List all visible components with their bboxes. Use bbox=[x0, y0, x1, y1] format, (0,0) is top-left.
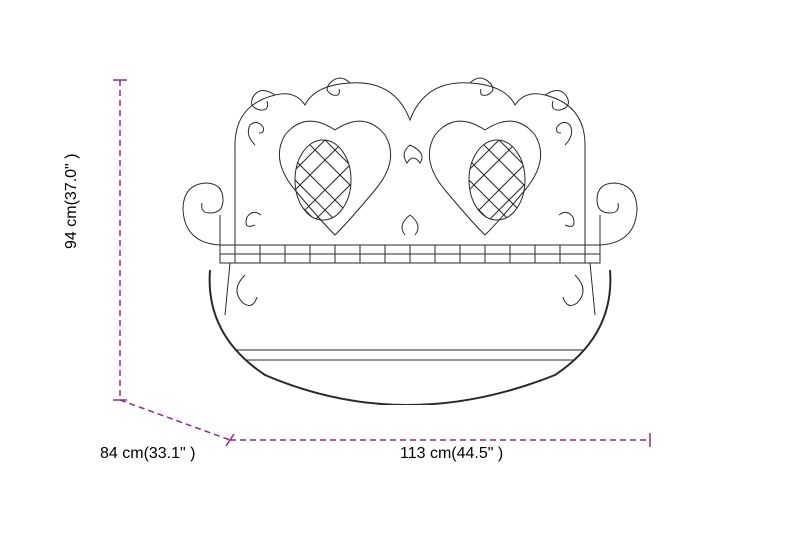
inner-scroll-3 bbox=[246, 212, 261, 226]
leg-scroll-left bbox=[237, 275, 257, 305]
strut-2 bbox=[590, 263, 595, 315]
heart-right bbox=[429, 121, 540, 235]
scroll-center-left bbox=[327, 78, 350, 95]
lattice-left-grid bbox=[285, 140, 365, 230]
backrest-frame bbox=[235, 83, 585, 245]
bench-illustration bbox=[175, 75, 645, 405]
inner-scroll-2 bbox=[557, 122, 572, 145]
lattice-right-grid bbox=[459, 140, 539, 230]
inner-scroll-4 bbox=[559, 212, 574, 226]
strut-1 bbox=[225, 263, 230, 315]
depth-label: 84 cm(33.1" ) bbox=[100, 445, 196, 463]
inner-scroll-5 bbox=[404, 145, 422, 163]
width-label: 113 cm(44.5" ) bbox=[400, 445, 503, 463]
depth-dim-line bbox=[120, 400, 230, 440]
scroll-top-right bbox=[545, 90, 568, 110]
armrest-right bbox=[597, 183, 637, 245]
inner-scroll-1 bbox=[248, 122, 263, 145]
dimension-diagram: 94 cm(37.0" ) 84 cm(33.1" ) 113 cm(44.5"… bbox=[0, 0, 800, 533]
heart-left bbox=[279, 121, 390, 235]
runner-front bbox=[210, 270, 611, 405]
leg-scroll-right bbox=[563, 275, 583, 305]
scroll-top-left bbox=[252, 90, 275, 110]
height-label: 94 cm(37.0" ) bbox=[63, 154, 81, 250]
seat-pattern bbox=[220, 245, 600, 263]
scroll-center-right bbox=[470, 78, 493, 95]
inner-scroll-6 bbox=[402, 215, 418, 235]
armrest-left bbox=[183, 183, 223, 245]
